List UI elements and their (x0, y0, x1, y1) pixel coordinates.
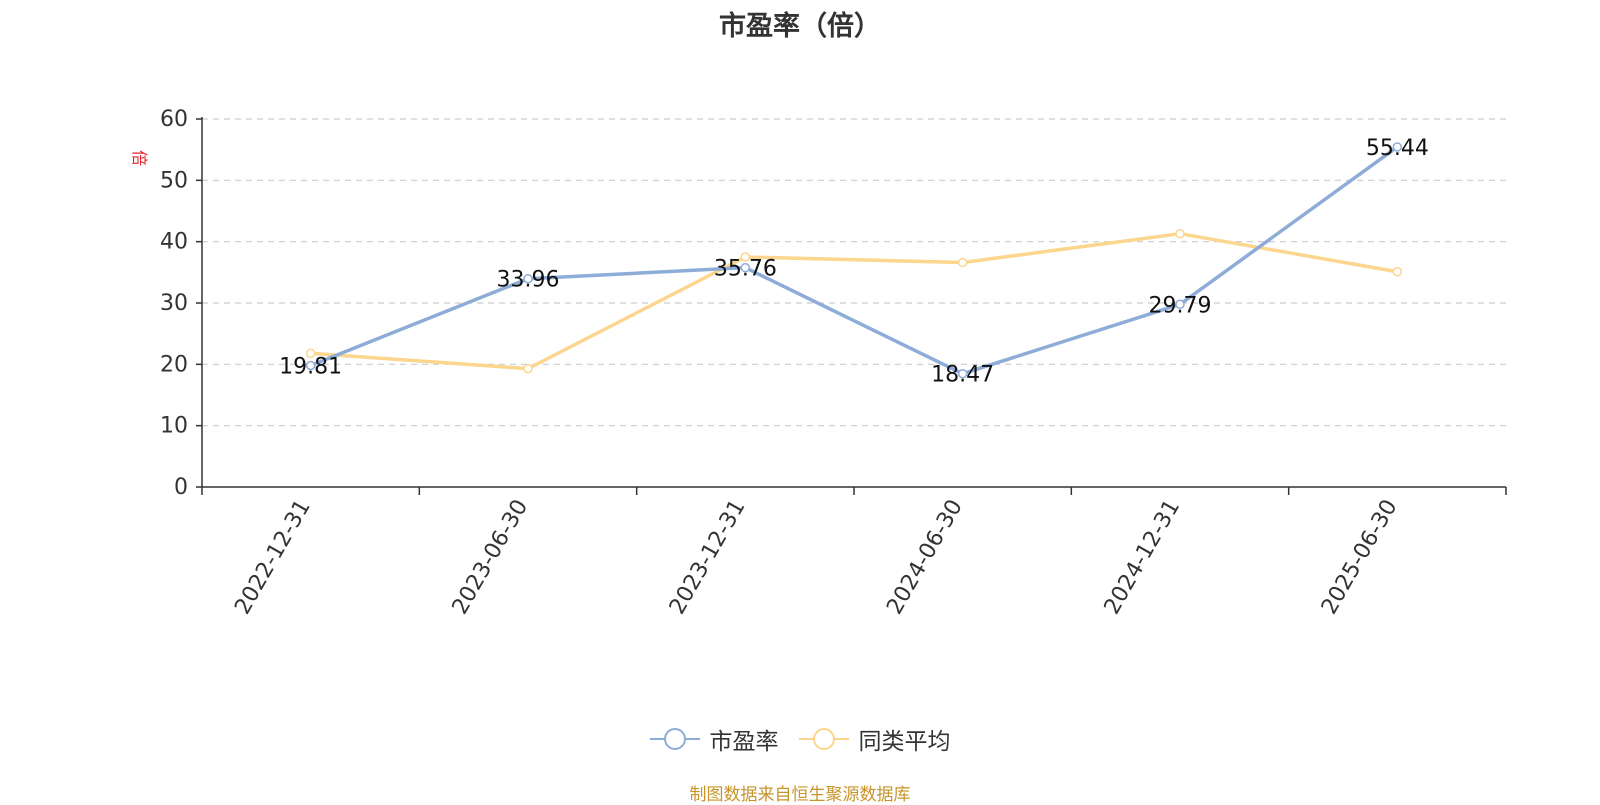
data-label: 55.44 (1366, 136, 1429, 161)
data-label: 29.79 (1149, 293, 1212, 318)
data-point (1175, 299, 1185, 310)
data-point (1392, 266, 1403, 277)
legend-item-peer-average[interactable]: 同类平均 (798, 722, 951, 756)
data-labels: 19.81 33.96 35.76 18.47 29.79 55.44 (279, 136, 1429, 388)
x-tick-label: 2024-06-30 (882, 496, 968, 619)
series-line (308, 231, 1400, 371)
y-tick-label: 30 (160, 291, 188, 316)
data-point (305, 360, 316, 371)
data-point (957, 257, 968, 268)
legend: 市盈率 同类平均 (0, 722, 1600, 756)
x-tick-label: 2023-06-30 (448, 496, 534, 619)
data-point (957, 368, 968, 379)
data-label: 18.47 (931, 363, 994, 388)
legend-label-pe: 市盈率 (709, 729, 779, 755)
data-label: 33.96 (497, 268, 560, 293)
x-tick-label: 2024-12-31 (1100, 496, 1186, 619)
data-point (740, 252, 751, 262)
series-lines (305, 142, 1403, 379)
y-tick-label: 60 (160, 107, 188, 132)
data-point (1392, 142, 1403, 152)
legend-item-pe[interactable]: 市盈率 (649, 722, 779, 756)
data-point (523, 363, 533, 374)
data-label: 35.76 (714, 257, 777, 282)
source-note: 制图数据来自恒生聚源数据库 (689, 785, 911, 805)
grid-lines (202, 118, 1506, 427)
series-line (308, 145, 1400, 376)
y-tick-label: 0 (174, 475, 188, 500)
y-tick-label: 10 (160, 414, 188, 439)
y-tick-label: 50 (160, 168, 188, 193)
y-tick-label: 20 (160, 352, 188, 377)
x-tick-label: 2023-12-31 (665, 496, 751, 619)
x-tick-label: 2025-06-30 (1317, 496, 1403, 619)
y-tick-label: 40 (160, 230, 188, 255)
data-point (740, 262, 751, 273)
data-label: 19.81 (279, 354, 342, 379)
data-point (523, 273, 533, 284)
data-point (1175, 228, 1185, 239)
chart-title: 市盈率（倍） (719, 11, 881, 42)
x-tick-label: 2022-12-31 (230, 496, 316, 619)
legend-marker-peer-average-icon (798, 728, 849, 750)
legend-label-peer-average: 同类平均 (858, 729, 951, 755)
y-axis-label: 倍 (130, 150, 149, 166)
legend-marker-pe-icon (649, 728, 700, 750)
data-point (305, 348, 316, 359)
